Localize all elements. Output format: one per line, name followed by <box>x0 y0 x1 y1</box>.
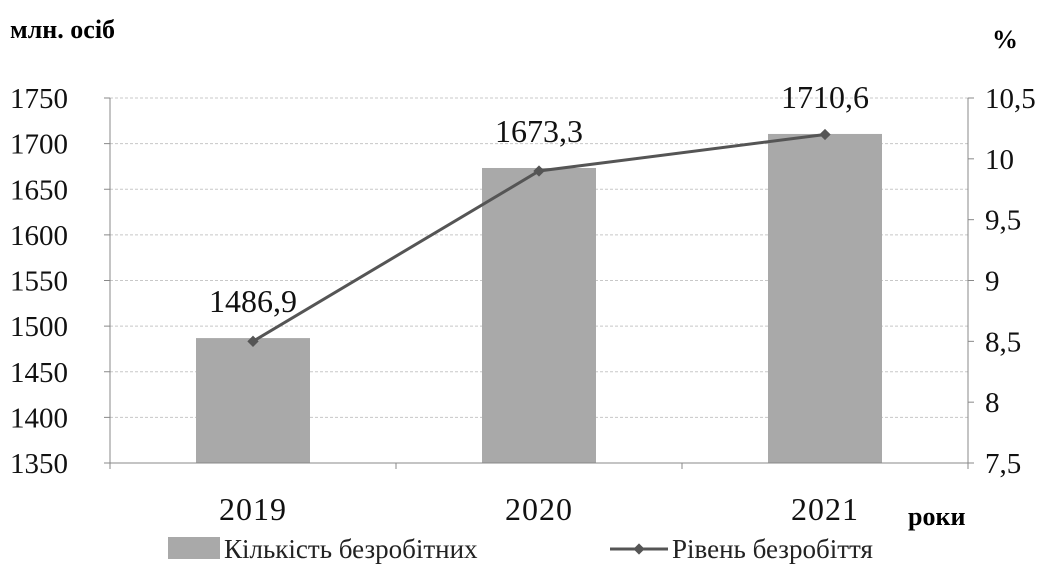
legend-bar-swatch <box>168 537 220 559</box>
line-point-2019 <box>247 335 259 347</box>
bar-series <box>196 133 882 463</box>
bar-2020 <box>482 167 596 463</box>
line-point-2021 <box>819 128 831 141</box>
right-tick-label: 7,5 <box>985 448 1021 480</box>
right-tick-label: 9 <box>985 266 1000 298</box>
left-tick-label: 1500 <box>10 311 68 343</box>
data-labels: 1486,9 1673,3 1710,6 <box>209 79 869 319</box>
bar-value-label: 1486,9 <box>209 283 297 319</box>
axes <box>104 97 974 469</box>
x-tick-label: 2019 <box>219 491 287 527</box>
legend-bar-label: Кількість безробітних <box>224 534 478 564</box>
left-tick-label: 1750 <box>10 83 68 115</box>
right-tick-label: 8,5 <box>985 326 1021 358</box>
x-tick-label: 2021 <box>791 491 859 527</box>
left-tick-label: 1650 <box>10 174 68 206</box>
right-tick-label: 9,5 <box>985 205 1021 237</box>
line-point-2020 <box>533 165 545 177</box>
left-tick-label: 1700 <box>10 129 68 161</box>
left-tick-label: 1450 <box>10 357 68 389</box>
bar-2021 <box>768 133 882 463</box>
bar-2019 <box>196 338 310 463</box>
left-tick-label: 1550 <box>10 266 68 298</box>
right-tick-label: 8 <box>985 387 1000 419</box>
left-axis-unit-label: млн. осіб <box>10 15 115 44</box>
right-axis-unit-label: % <box>992 25 1018 54</box>
legend: Кількість безробітних Рівень безробіття <box>168 534 873 564</box>
legend-line-label: Рівень безробіття <box>672 534 873 564</box>
line-series <box>247 128 831 347</box>
right-tick-label: 10,5 <box>985 83 1036 115</box>
tick-labels: 1350 1400 1450 1500 1550 1600 1650 1700 1750 7,5 8… <box>10 83 1036 527</box>
bar-value-label: 1710,6 <box>781 79 869 115</box>
x-axis-label: роки <box>908 502 965 531</box>
right-tick-label: 10 <box>985 144 1014 176</box>
left-tick-label: 1600 <box>10 220 68 252</box>
x-tick-label: 2020 <box>505 491 573 527</box>
left-tick-label: 1350 <box>10 448 68 480</box>
legend-line-marker <box>633 543 645 555</box>
left-tick-label: 1400 <box>10 402 68 434</box>
bar-value-label: 1673,3 <box>495 113 583 149</box>
